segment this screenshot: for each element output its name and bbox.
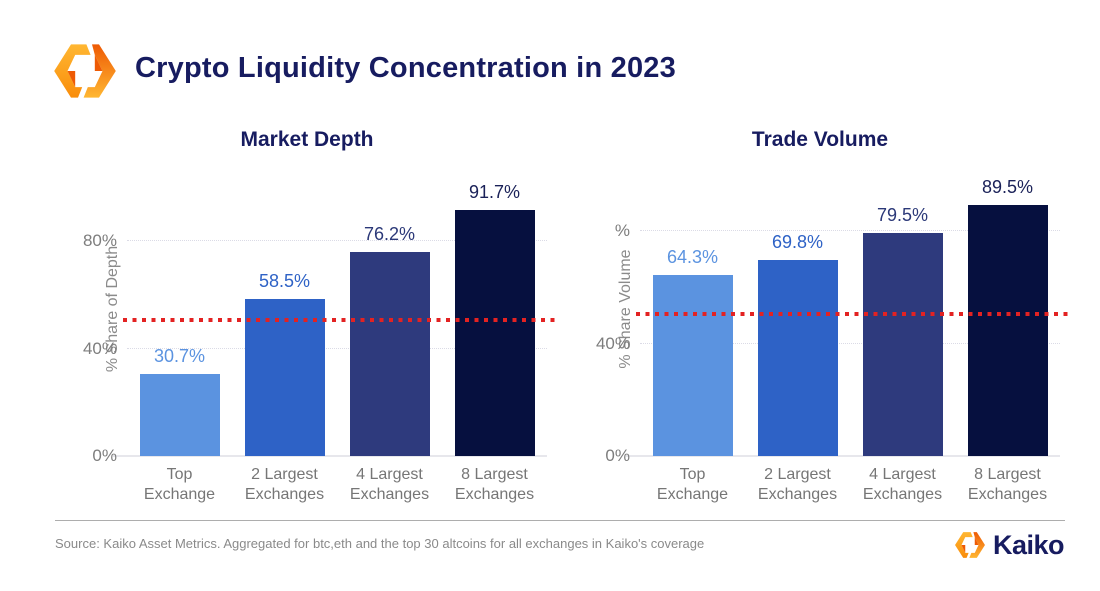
bar-value-label: 89.5% bbox=[981, 176, 1034, 197]
bar bbox=[139, 373, 220, 456]
bar bbox=[862, 232, 943, 456]
chart-market-depth: Market Depth % Share of Depth 0% 40% 80% 30… bbox=[67, 128, 557, 520]
y-tick-label: 0% bbox=[605, 446, 630, 465]
gridline bbox=[640, 230, 1060, 232]
brand-wordmark: Kaiko bbox=[992, 529, 1065, 560]
bar-value-label: 69.8% bbox=[771, 231, 824, 252]
y-tick-label: 80% bbox=[82, 231, 117, 251]
y-tick-label: 40% bbox=[82, 338, 117, 358]
bar bbox=[244, 299, 325, 456]
gridline bbox=[640, 342, 1060, 344]
footer-divider bbox=[55, 520, 1065, 521]
x-category-label: 2 Largest Exchanges bbox=[757, 466, 838, 504]
gridline bbox=[127, 240, 547, 242]
bar-value-label: 64.3% bbox=[666, 247, 719, 268]
y-tick-label: 0% bbox=[92, 446, 117, 465]
y-tick-label: % bbox=[614, 221, 630, 241]
x-category-label: 4 Largest Exchanges bbox=[862, 466, 943, 504]
x-category-label: Top Exchange bbox=[656, 466, 729, 504]
bar-value-label: 30.7% bbox=[153, 345, 206, 366]
reference-line bbox=[123, 317, 557, 322]
plot-area: % Share of Depth 0% 40% 80% 30.7% Top Exchan… bbox=[83, 161, 557, 503]
bar-value-label: 76.2% bbox=[363, 223, 416, 244]
page-title: Crypto Liquidity Concentration in 2023 bbox=[135, 52, 676, 84]
bar-value-label: 58.5% bbox=[258, 271, 311, 292]
x-category-label: 2 Largest Exchanges bbox=[244, 466, 325, 504]
bar bbox=[454, 210, 535, 456]
x-axis-baseline bbox=[113, 455, 547, 457]
x-category-label: 4 Largest Exchanges bbox=[349, 466, 430, 504]
chart-trade-volume: Trade Volume % Share Volume 0% 40%% 64.3% T… bbox=[580, 128, 1070, 520]
bar bbox=[967, 204, 1048, 456]
kaiko-logo-icon bbox=[50, 36, 120, 106]
bar bbox=[757, 259, 838, 456]
bar bbox=[349, 251, 430, 456]
chart-title: Trade Volume bbox=[751, 128, 889, 151]
kaiko-logo-icon-small bbox=[955, 532, 985, 558]
y-tick-label: 40% bbox=[595, 333, 630, 353]
bar bbox=[652, 275, 733, 456]
source-note: Source: Kaiko Asset Metrics. Aggregated … bbox=[55, 536, 705, 551]
gridline bbox=[127, 347, 547, 349]
bar-value-label: 79.5% bbox=[876, 204, 929, 225]
x-axis-baseline bbox=[626, 455, 1060, 457]
chart-title: Market Depth bbox=[240, 128, 374, 151]
x-category-label: 8 Largest Exchanges bbox=[967, 466, 1048, 504]
brand-lockup: Kaiko bbox=[953, 528, 1065, 562]
x-category-label: 8 Largest Exchanges bbox=[454, 466, 535, 504]
plot-area: % Share Volume 0% 40%% 64.3% Top Exchange 69… bbox=[596, 161, 1070, 503]
reference-line bbox=[636, 311, 1070, 316]
bar-value-label: 91.7% bbox=[468, 182, 521, 203]
x-category-label: Top Exchange bbox=[143, 466, 216, 504]
